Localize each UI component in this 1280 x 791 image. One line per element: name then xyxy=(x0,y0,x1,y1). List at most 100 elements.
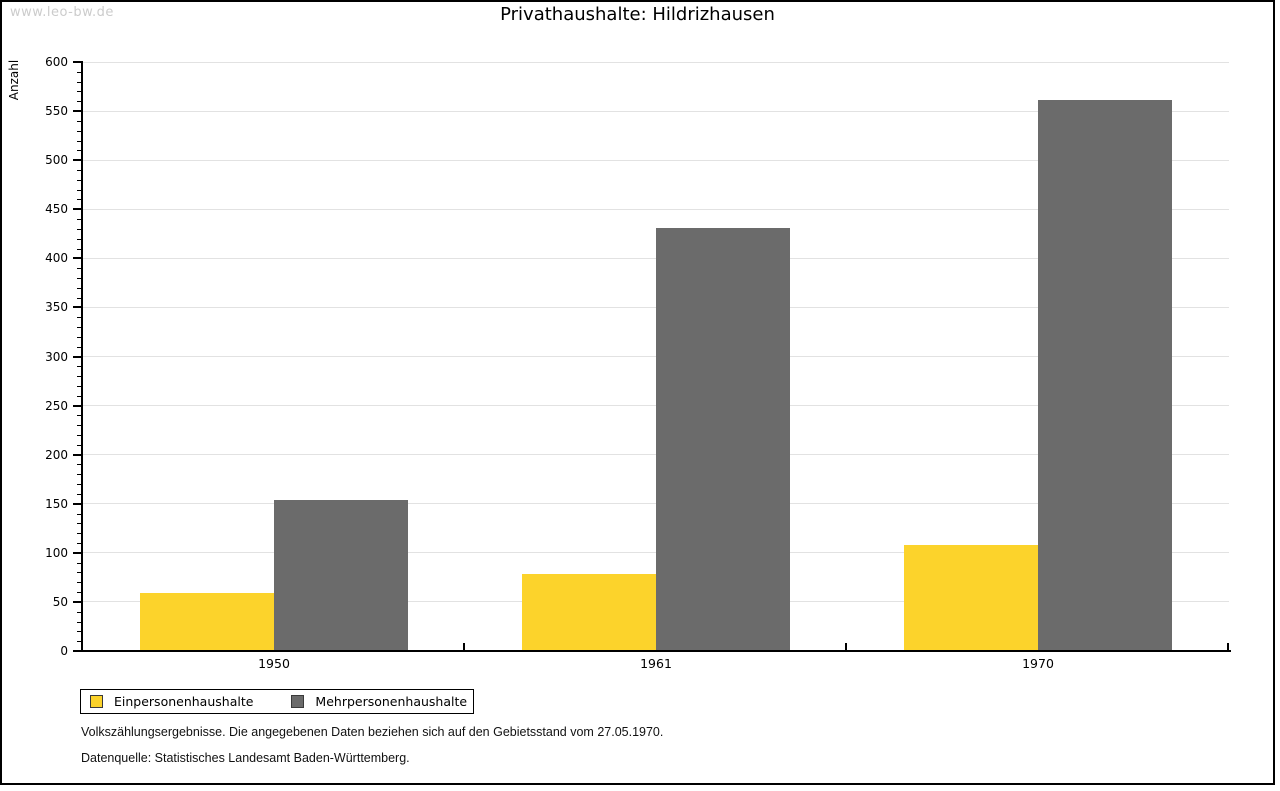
y-axis-minor-tick xyxy=(77,169,82,171)
legend-swatch-einpersonenhaushalte xyxy=(90,695,103,708)
y-axis-major-tick xyxy=(73,306,82,309)
y-axis-major-tick xyxy=(73,453,82,456)
y-axis-minor-tick xyxy=(77,101,82,103)
y-axis-minor-tick xyxy=(77,140,82,142)
y-axis-major-tick xyxy=(73,355,82,358)
y-axis-minor-tick xyxy=(77,562,82,564)
y-axis-minor-tick xyxy=(77,268,82,270)
bar-mehrpersonenhaushalte-1961 xyxy=(656,227,790,650)
x-axis-category-label: 1970 xyxy=(1022,656,1054,671)
y-axis-minor-tick xyxy=(77,572,82,574)
y-axis-tick-label: 250 xyxy=(45,398,68,413)
y-axis-minor-tick xyxy=(77,366,82,368)
y-axis-tick-label: 150 xyxy=(45,496,68,511)
y-axis-major-tick xyxy=(73,404,82,407)
y-axis-minor-tick xyxy=(77,71,82,73)
y-axis-minor-tick xyxy=(77,199,82,201)
y-axis-minor-tick xyxy=(77,150,82,152)
y-axis-minor-tick xyxy=(77,120,82,122)
y-axis-minor-tick xyxy=(77,130,82,132)
x-axis-line xyxy=(81,650,1231,652)
y-axis-minor-tick xyxy=(77,464,82,466)
legend-label-mehrpersonenhaushalte: Mehrpersonenhaushalte xyxy=(315,694,468,709)
legend-item-einpersonenhaushalte: Einpersonenhaushalte xyxy=(90,694,253,709)
y-axis-tick-label: 100 xyxy=(45,545,68,560)
gridline xyxy=(83,110,1229,112)
chart-title: Privathaushalte: Hildrizhausen xyxy=(500,4,775,25)
footnote-census: Volkszählungsergebnisse. Die angegebenen… xyxy=(81,725,664,739)
y-axis-minor-tick xyxy=(77,425,82,427)
y-axis-minor-tick xyxy=(77,287,82,289)
y-axis-major-tick xyxy=(73,502,82,505)
watermark: www.leo-bw.de xyxy=(10,5,114,20)
y-axis-minor-tick xyxy=(77,611,82,613)
y-axis-tick-label: 0 xyxy=(60,644,68,658)
y-axis-minor-tick xyxy=(77,238,82,240)
y-axis-minor-tick xyxy=(77,493,82,495)
legend-swatch-mehrpersonenhaushalte xyxy=(291,695,305,708)
legend-label-einpersonenhaushalte: Einpersonenhaushalte xyxy=(114,694,254,709)
y-axis-minor-tick xyxy=(77,179,82,181)
x-axis-tick xyxy=(463,643,465,650)
y-axis-minor-tick xyxy=(77,81,82,83)
y-axis-tick-label: 200 xyxy=(45,447,68,462)
y-axis-minor-tick xyxy=(77,277,82,279)
bar-einpersonenhaushalte-1970 xyxy=(904,544,1038,650)
y-axis-minor-tick xyxy=(77,435,82,437)
y-axis-minor-tick xyxy=(77,189,82,191)
y-axis-minor-tick xyxy=(77,523,82,525)
y-axis-tick-label: 300 xyxy=(45,349,68,364)
legend: Einpersonenhaushalte Mehrpersonenhaushal… xyxy=(80,689,474,714)
y-axis-tick-label: 550 xyxy=(45,104,68,119)
bar-einpersonenhaushalte-1961 xyxy=(522,574,656,650)
y-axis-minor-tick xyxy=(77,376,82,378)
y-axis-minor-tick xyxy=(77,621,82,623)
y-axis-minor-tick xyxy=(77,631,82,633)
y-axis-major-tick xyxy=(73,551,82,554)
y-axis-minor-tick xyxy=(77,91,82,93)
y-axis-major-tick xyxy=(73,159,82,162)
y-axis-minor-tick xyxy=(77,513,82,515)
y-axis-minor-tick xyxy=(77,582,82,584)
gridline xyxy=(83,61,1229,63)
y-axis-major-tick xyxy=(73,257,82,260)
y-axis-major-tick xyxy=(73,208,82,211)
y-axis-minor-tick xyxy=(77,444,82,446)
legend-item-mehrpersonenhaushalte: Mehrpersonenhaushalte xyxy=(291,694,467,709)
bar-mehrpersonenhaushalte-1950 xyxy=(274,499,408,650)
y-axis-minor-tick xyxy=(77,415,82,417)
y-axis-minor-tick xyxy=(77,228,82,230)
y-axis-major-tick xyxy=(73,110,82,113)
y-axis-label: Anzahl xyxy=(7,59,21,101)
y-axis-major-tick xyxy=(73,61,82,63)
y-axis-tick-label: 50 xyxy=(52,594,68,609)
y-axis-minor-tick xyxy=(77,395,82,397)
x-axis-tick xyxy=(1227,643,1229,650)
y-axis-minor-tick xyxy=(77,297,82,299)
y-axis-minor-tick xyxy=(77,385,82,387)
y-axis-tick-label: 400 xyxy=(45,251,68,266)
y-axis-minor-tick xyxy=(77,533,82,535)
x-axis-tick xyxy=(845,643,847,650)
gridline xyxy=(83,159,1229,161)
bar-mehrpersonenhaushalte-1970 xyxy=(1038,100,1172,650)
y-axis-minor-tick xyxy=(77,484,82,486)
y-axis-minor-tick xyxy=(77,543,82,545)
y-axis-minor-tick xyxy=(77,592,82,594)
y-axis-minor-tick xyxy=(77,317,82,319)
bar-einpersonenhaushalte-1950 xyxy=(140,593,274,650)
y-axis-minor-tick xyxy=(77,346,82,348)
x-axis-category-label: 1961 xyxy=(640,656,672,671)
gridline xyxy=(83,208,1229,210)
y-axis-major-tick xyxy=(73,600,82,603)
y-axis-tick-label: 450 xyxy=(45,202,68,217)
footnote-source: Datenquelle: Statistisches Landesamt Bad… xyxy=(81,751,410,765)
y-axis-minor-tick xyxy=(77,248,82,250)
y-axis-minor-tick xyxy=(77,474,82,476)
y-axis-minor-tick xyxy=(77,327,82,329)
y-axis-minor-tick xyxy=(77,336,82,338)
y-axis-minor-tick xyxy=(77,219,82,221)
y-axis-tick-label: 350 xyxy=(45,300,68,315)
y-axis-tick-label: 500 xyxy=(45,153,68,168)
